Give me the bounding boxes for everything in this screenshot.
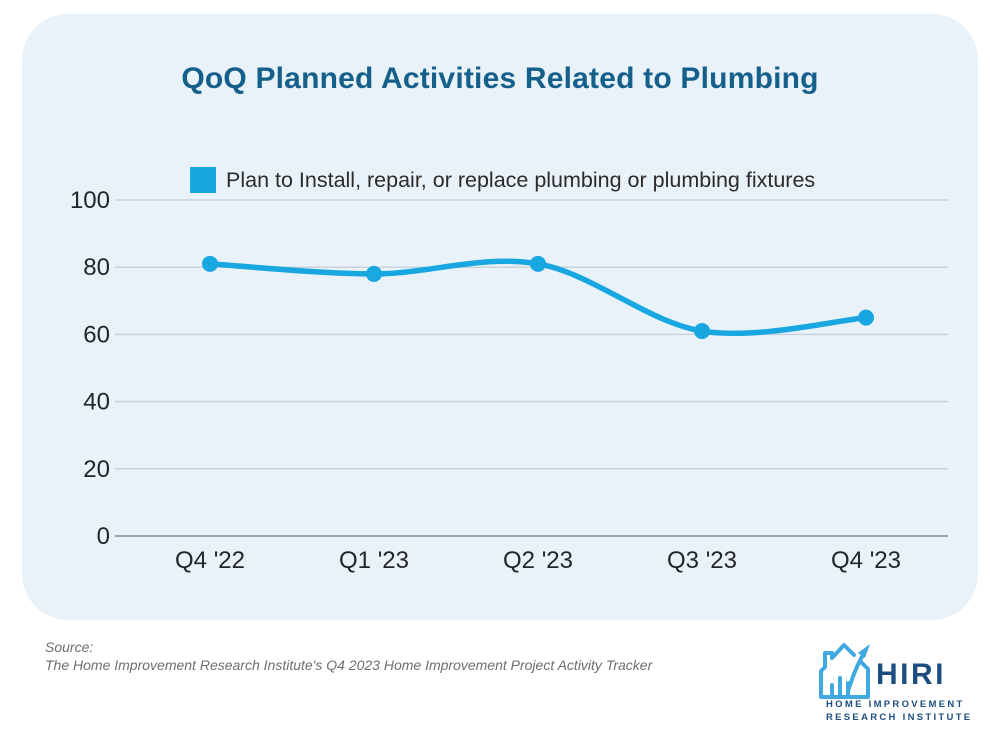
logo-subtitle-line1: HOME IMPROVEMENT [826, 699, 965, 710]
house-outline [819, 643, 870, 699]
data-point [858, 309, 874, 326]
arrow-shaft [846, 653, 865, 693]
x-tick-label: Q2 '23 [503, 547, 573, 574]
y-tick-label: 0 [97, 523, 110, 550]
legend: Plan to Install, repair, or replace plum… [190, 167, 815, 193]
x-tick-label: Q1 '23 [339, 547, 409, 574]
source-text: The Home Improvement Research Institute'… [45, 657, 653, 674]
chart-card: QoQ Planned Activities Related to Plumbi… [22, 14, 978, 620]
legend-swatch [190, 167, 216, 193]
chart-title: QoQ Planned Activities Related to Plumbi… [181, 62, 819, 95]
series-line [207, 258, 869, 337]
x-tick-label: Q3 '23 [667, 547, 737, 574]
logo-acronym: HIRI [876, 658, 946, 691]
y-tick-label: 100 [70, 187, 110, 214]
hiri-logo: HIRI HOME IMPROVEMENT RESEARCH INSTITUTE [810, 632, 975, 732]
data-point [366, 265, 382, 282]
hiri-house-icon [819, 643, 870, 699]
data-point [202, 255, 218, 272]
line-chart: 0 20 40 60 80 100 Q4 '22 Q1 '23 Q2 '23 Q3 '23 Q4 '… [70, 187, 948, 574]
logo-subtitle-line2: RESEARCH INSTITUTE [826, 712, 973, 723]
legend-label: Plan to Install, repair, or replace plum… [226, 167, 816, 192]
source-note: Source: The Home Improvement Research In… [45, 638, 652, 675]
y-tick-label: 20 [83, 456, 110, 483]
y-tick-label: 60 [83, 321, 110, 348]
y-tick-label: 80 [83, 254, 110, 281]
data-point [530, 255, 546, 272]
arrow-head [858, 644, 870, 658]
data-point [694, 323, 710, 340]
source-label: Source: [45, 639, 94, 655]
x-tick-label: Q4 '22 [175, 547, 245, 574]
x-tick-label: Q4 '23 [831, 547, 901, 574]
y-tick-label: 40 [83, 389, 110, 416]
